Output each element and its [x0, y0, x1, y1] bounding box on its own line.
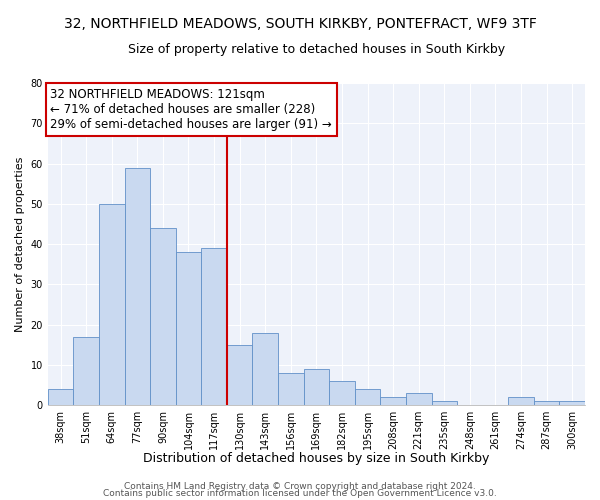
Bar: [227, 344, 253, 405]
Bar: [406, 393, 431, 405]
Bar: [559, 401, 585, 405]
Bar: [125, 168, 150, 405]
Bar: [253, 332, 278, 405]
Bar: [508, 397, 534, 405]
Bar: [99, 204, 125, 405]
Bar: [380, 397, 406, 405]
Bar: [48, 389, 73, 405]
Bar: [304, 369, 329, 405]
Bar: [329, 381, 355, 405]
Text: Contains HM Land Registry data © Crown copyright and database right 2024.: Contains HM Land Registry data © Crown c…: [124, 482, 476, 491]
Y-axis label: Number of detached properties: Number of detached properties: [15, 156, 25, 332]
Bar: [201, 248, 227, 405]
Bar: [73, 336, 99, 405]
X-axis label: Distribution of detached houses by size in South Kirkby: Distribution of detached houses by size …: [143, 452, 490, 465]
Bar: [278, 373, 304, 405]
Bar: [534, 401, 559, 405]
Bar: [355, 389, 380, 405]
Text: Contains public sector information licensed under the Open Government Licence v3: Contains public sector information licen…: [103, 490, 497, 498]
Bar: [150, 228, 176, 405]
Bar: [176, 252, 201, 405]
Title: Size of property relative to detached houses in South Kirkby: Size of property relative to detached ho…: [128, 42, 505, 56]
Text: 32, NORTHFIELD MEADOWS, SOUTH KIRKBY, PONTEFRACT, WF9 3TF: 32, NORTHFIELD MEADOWS, SOUTH KIRKBY, PO…: [64, 18, 536, 32]
Text: 32 NORTHFIELD MEADOWS: 121sqm
← 71% of detached houses are smaller (228)
29% of : 32 NORTHFIELD MEADOWS: 121sqm ← 71% of d…: [50, 88, 332, 131]
Bar: [431, 401, 457, 405]
